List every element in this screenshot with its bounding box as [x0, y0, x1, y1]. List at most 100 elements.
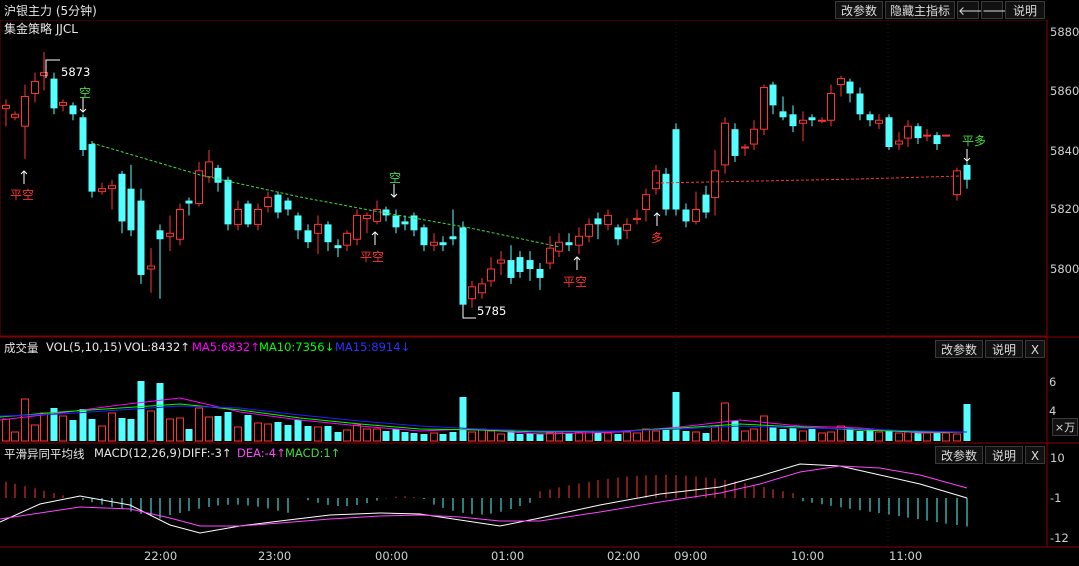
- candle-body: [392, 215, 400, 228]
- candle-body: [274, 194, 282, 213]
- volume-bar: [108, 412, 116, 442]
- volume-bar: [234, 426, 242, 442]
- volume-ma15-line: [0, 405, 968, 433]
- volume-bar: [21, 398, 29, 442]
- candle-body: [439, 242, 447, 246]
- volume-bar: [343, 429, 351, 442]
- volume-pane-name: 成交量: [4, 341, 39, 355]
- candle-body: [808, 117, 816, 121]
- signal-arrow-head: [653, 212, 661, 217]
- candle-body: [156, 230, 164, 240]
- candle-body: [682, 209, 690, 222]
- candle-body: [79, 117, 87, 150]
- left-arrow-button[interactable]: 🡐: [957, 1, 990, 19]
- high-price-mark: 5873: [61, 65, 91, 79]
- hide-main-indicator-button[interactable]: 隐藏主指标: [885, 1, 955, 19]
- volume-bar: [789, 428, 797, 441]
- right-arrow-button[interactable]: 🡒: [981, 1, 1014, 19]
- signal-arrow-head: [390, 193, 398, 198]
- help-button[interactable]: 说明: [1005, 1, 1045, 19]
- volume-bar: [79, 409, 87, 441]
- candle-body: [866, 114, 874, 121]
- volume-bar: [604, 432, 612, 442]
- signal-label: 多: [651, 231, 664, 245]
- volume-bar: [875, 431, 883, 442]
- volume-close-button[interactable]: X: [1025, 340, 1045, 358]
- volume-bar: [942, 432, 950, 442]
- volume-bar: [614, 434, 622, 441]
- candle-body: [363, 214, 371, 219]
- time-tick: 22:00: [144, 549, 178, 563]
- volume-bar: [420, 434, 428, 441]
- signal-label: 平空: [563, 275, 588, 289]
- macd-help-button[interactable]: 说明: [985, 446, 1023, 464]
- signal-arrow-head: [20, 170, 28, 175]
- volume-bar: [536, 434, 544, 441]
- candle-body: [614, 227, 622, 240]
- candle-body: [449, 236, 457, 240]
- volume-bar: [846, 428, 854, 441]
- volume-help-button[interactable]: 说明: [985, 340, 1023, 358]
- volume-bar: [430, 432, 438, 442]
- candle-body: [895, 140, 903, 145]
- volume-bar: [98, 425, 106, 442]
- candle-body: [284, 200, 292, 210]
- candle-body: [31, 81, 39, 94]
- volume-bar: [750, 428, 758, 442]
- candle-body: [127, 188, 135, 231]
- volume-ma5: MA5:6832↑: [192, 340, 260, 354]
- volume-bar: [565, 433, 573, 441]
- volume-bar: [274, 422, 282, 441]
- candle-body: [827, 92, 835, 121]
- candle-body: [837, 78, 845, 86]
- volume-bar: [392, 429, 400, 441]
- volume-bar: [205, 416, 213, 442]
- candle-body: [353, 214, 361, 240]
- candle-body: [516, 257, 524, 272]
- candle-body: [40, 72, 48, 77]
- candle-body: [176, 209, 184, 240]
- volume-bar: [324, 426, 332, 441]
- volume-bar: [410, 433, 418, 441]
- volume-params-button[interactable]: 改参数: [935, 340, 983, 358]
- candle-body: [430, 241, 438, 246]
- volume-bar: [487, 430, 495, 442]
- candle-body: [953, 170, 961, 196]
- title-bar: 沪银主力 (5分钟) 改参数 隐藏主指标 🡐 🡒 说明: [0, 0, 1079, 20]
- candle-body: [147, 265, 155, 270]
- candle-body: [799, 119, 807, 124]
- candle-body: [304, 230, 312, 243]
- candle-body: [401, 221, 409, 225]
- candle-body: [69, 105, 77, 115]
- volume-bar: [2, 418, 10, 442]
- volume-bar: [497, 433, 505, 442]
- macd-params-button[interactable]: 改参数: [935, 446, 983, 464]
- volume-bar: [147, 410, 155, 442]
- candle-body: [652, 170, 660, 190]
- volume-bar: [731, 421, 739, 441]
- macd-close-button[interactable]: X: [1025, 446, 1045, 464]
- candle-body: [885, 117, 893, 148]
- volume-bar: [185, 429, 193, 441]
- volume-bar: [401, 432, 409, 441]
- volume-bar: [11, 431, 19, 442]
- macd-diff-line: [0, 463, 968, 534]
- volume-bar: [50, 408, 58, 441]
- params-button[interactable]: 改参数: [835, 1, 883, 19]
- candle-body: [692, 209, 700, 222]
- candle-body: [731, 129, 739, 156]
- candle-body: [468, 286, 476, 300]
- candle-body: [234, 209, 242, 225]
- candle-body: [185, 200, 193, 204]
- macd-dea-value: DEA:-4↑: [237, 446, 286, 460]
- macd-dea-line: [0, 465, 968, 527]
- volume-bar: [623, 431, 631, 442]
- candle-body: [702, 194, 710, 213]
- signal-arrow-head: [963, 157, 971, 162]
- candle-body: [711, 170, 719, 199]
- volume-bar: [672, 392, 680, 441]
- macd-axis-tick: -1: [1050, 491, 1062, 505]
- time-tick: 11:00: [889, 549, 923, 563]
- candle-body: [536, 269, 544, 278]
